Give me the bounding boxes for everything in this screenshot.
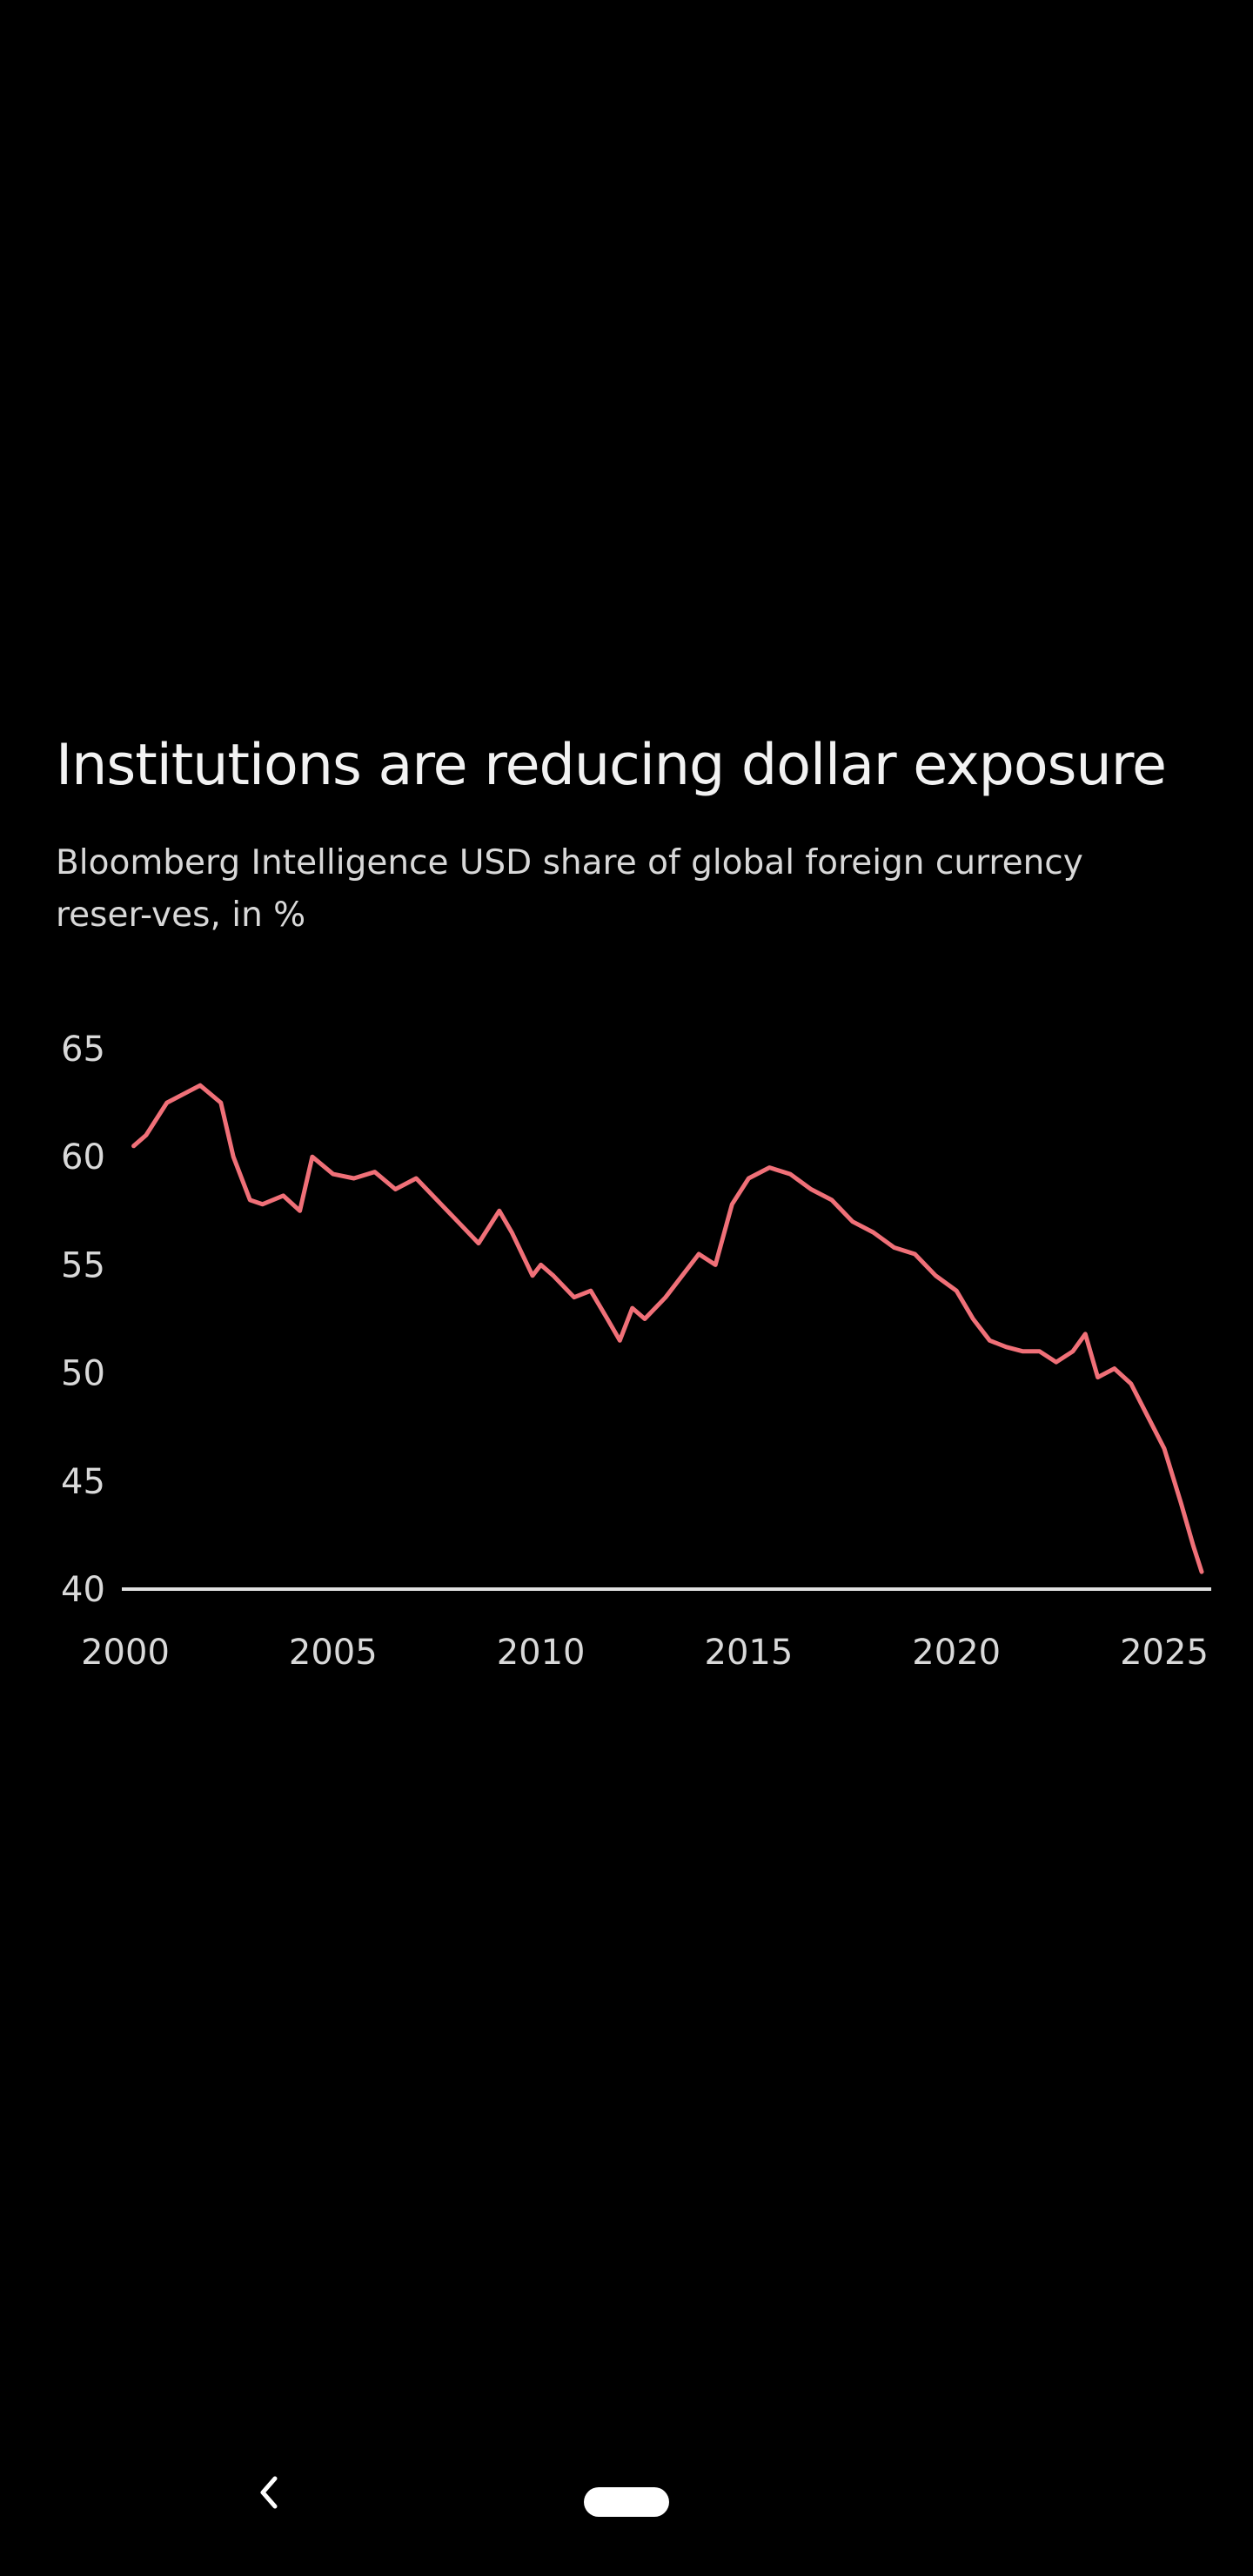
x-tick-label: 2025 — [1120, 1633, 1209, 1673]
x-tick-label: 2005 — [289, 1633, 378, 1673]
system-navigation-bar — [0, 2454, 1253, 2541]
back-button[interactable] — [244, 2466, 296, 2519]
series-layer — [131, 1083, 1204, 1574]
x-tick-label: 2020 — [912, 1633, 1001, 1673]
y-tick-label: 55 — [61, 1245, 105, 1285]
x-tick-label: 2000 — [81, 1633, 170, 1673]
y-tick-label: 50 — [61, 1354, 105, 1394]
chart-title: Institutions are reducing dollar exposur… — [56, 733, 1167, 798]
home-pill-button[interactable] — [584, 2487, 669, 2517]
x-axis-ticks: 2000 2005 2010 2015 2020 2025 — [81, 1633, 1209, 1673]
y-axis-ticks: 40 45 50 55 60 65 — [61, 1030, 105, 1610]
x-tick-label: 2010 — [497, 1633, 586, 1673]
chart: 40 45 50 55 60 65 2000 2005 2010 2015 2020 2025 — [61, 1030, 1211, 1673]
chevron-left-icon — [260, 2476, 278, 2509]
chart-subtitle: Bloomberg Intelligence USD share of glob… — [56, 843, 1083, 935]
y-tick-label: 40 — [61, 1570, 105, 1610]
y-tick-label: 60 — [61, 1137, 105, 1177]
y-tick-label: 45 — [61, 1462, 105, 1502]
x-tick-label: 2015 — [705, 1633, 794, 1673]
y-tick-label: 65 — [61, 1030, 105, 1070]
series-line — [131, 1083, 1204, 1574]
